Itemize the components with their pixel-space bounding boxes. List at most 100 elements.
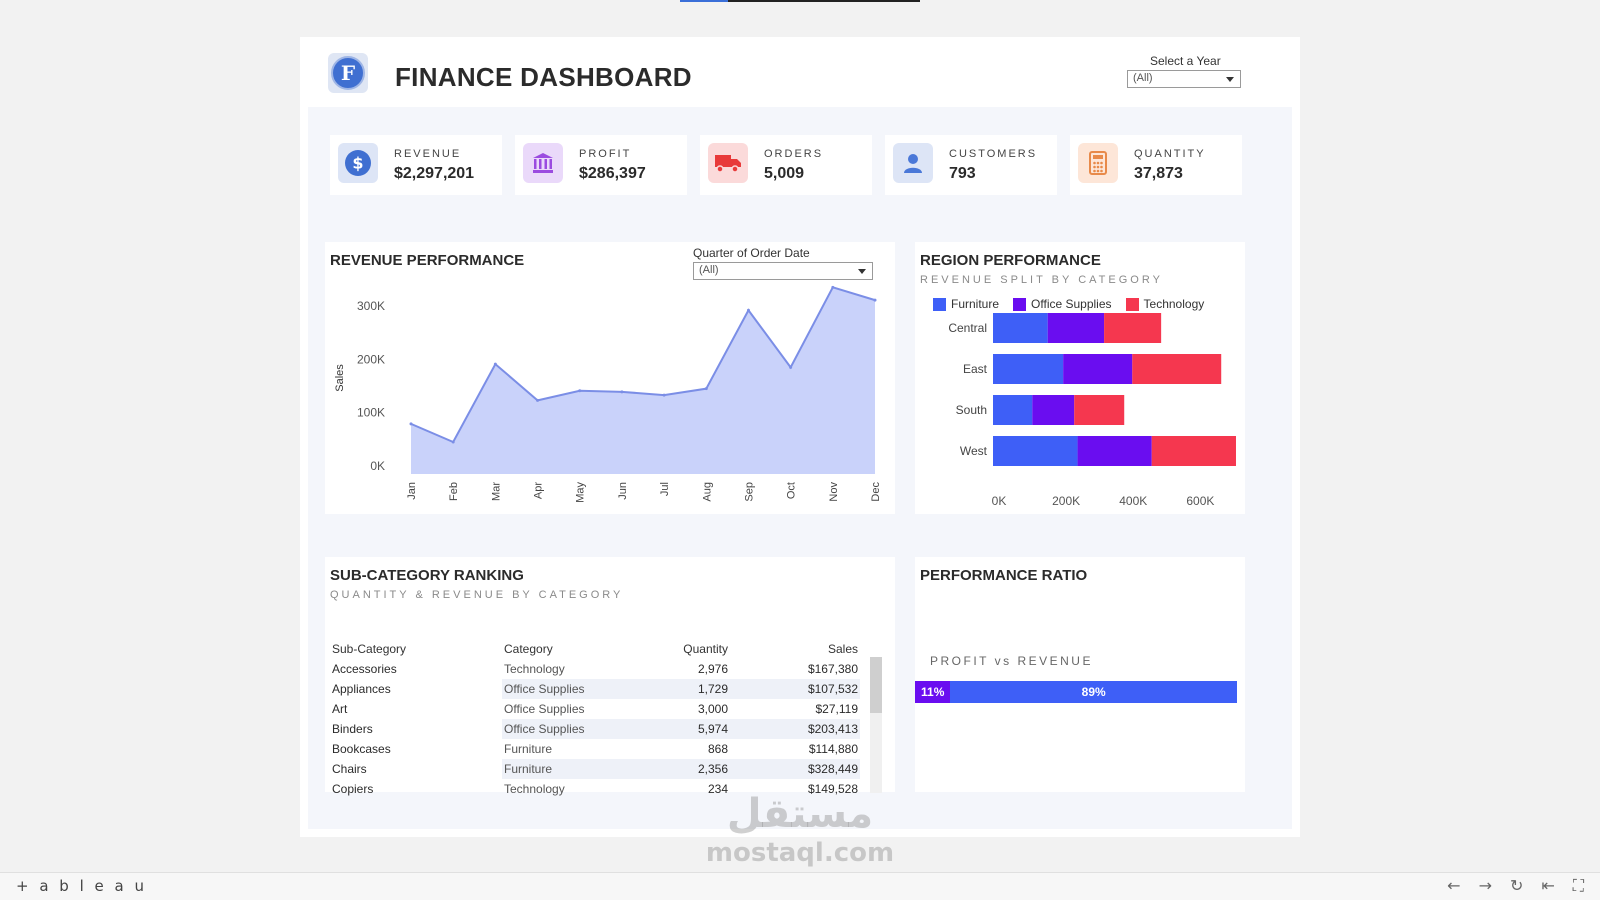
- legend-swatch: [933, 297, 946, 311]
- category-cell: Office Supplies: [504, 702, 585, 716]
- year-filter-label: Select a Year: [1150, 54, 1221, 68]
- year-filter-value: (All): [1133, 72, 1153, 84]
- quarter-filter-select[interactable]: (All): [693, 262, 873, 280]
- ratio-revenue-segment[interactable]: 89%: [950, 681, 1237, 703]
- bar-segment: [1104, 313, 1162, 343]
- quantity-cell: 2,976: [697, 662, 728, 676]
- table-row[interactable]: Appliances Office Supplies 1,729 $107,53…: [330, 679, 860, 699]
- ratio-label: PROFIT vs REVENUE: [930, 654, 1093, 668]
- x-tick-label: Oct: [786, 482, 798, 499]
- first-page-icon[interactable]: ⇤: [1541, 876, 1555, 895]
- table-row[interactable]: Binders Office Supplies 5,974 $203,413: [330, 719, 860, 739]
- tableau-logo[interactable]: + a b l e a u: [16, 877, 147, 895]
- table-row[interactable]: Chairs Furniture 2,356 $328,449: [330, 759, 860, 779]
- legend-label: Office Supplies: [1031, 297, 1112, 311]
- table-row[interactable]: Art Office Supplies 3,000 $27,119: [330, 699, 860, 719]
- x-tick-label: 600K: [1186, 494, 1214, 508]
- kpi-profit: PROFIT $286,397: [515, 135, 687, 195]
- kpi-value: 793: [949, 165, 976, 182]
- fullscreen-icon[interactable]: ⛶: [1572, 876, 1584, 895]
- redo-icon[interactable]: →: [1478, 876, 1492, 895]
- data-point: [789, 365, 793, 369]
- quantity-cell: 5,974: [612, 719, 730, 739]
- calculator-icon: [1078, 143, 1118, 183]
- y-tick-label: 0K: [370, 459, 385, 473]
- column-header[interactable]: Sales: [827, 642, 858, 656]
- sales-cell: $149,528: [807, 782, 858, 796]
- revenue-panel-title: REVENUE PERFORMANCE: [330, 252, 525, 269]
- y-axis-label: Sales: [334, 364, 346, 392]
- ratio-profit-segment[interactable]: 11%: [915, 681, 951, 703]
- legend-swatch: [1125, 297, 1139, 311]
- quarter-filter-value: (All): [699, 264, 719, 276]
- y-tick-label: 300K: [357, 299, 385, 313]
- undo-icon[interactable]: ←: [1447, 876, 1461, 895]
- user-icon: [893, 143, 933, 183]
- data-point: [409, 422, 413, 426]
- quantity-cell: 3,000: [697, 702, 728, 716]
- table-row[interactable]: Copiers Technology 234 $149,528: [330, 779, 860, 799]
- x-tick-label: 200K: [1052, 494, 1080, 508]
- legend-item[interactable]: Furniture: [933, 297, 999, 311]
- category-cell: Office Supplies: [502, 719, 612, 739]
- data-point: [873, 298, 877, 302]
- x-tick-label: Sep: [743, 482, 755, 502]
- bar-segment: [1077, 436, 1152, 466]
- bar-segment: [1063, 354, 1133, 384]
- region-label: Central: [948, 321, 987, 335]
- x-tick-label: Jul: [659, 482, 671, 496]
- svg-text:$: $: [352, 154, 363, 173]
- year-filter-select[interactable]: (All): [1127, 70, 1241, 88]
- column-header[interactable]: Quantity: [683, 642, 728, 656]
- sales-cell: $328,449: [730, 759, 860, 779]
- bar-segment: [993, 395, 1033, 425]
- ratio-panel-title: PERFORMANCE RATIO: [920, 567, 1088, 584]
- bar-segment: [1132, 354, 1222, 384]
- ratio-panel: PERFORMANCE RATIO PROFIT vs REVENUE 11% …: [915, 557, 1245, 792]
- legend-label: Furniture: [951, 297, 1000, 311]
- kpi-value: $286,397: [579, 165, 646, 182]
- legend-swatch: [1013, 297, 1027, 311]
- data-point: [578, 389, 582, 393]
- table-header-row: Sub-Category Category Quantity Sales: [330, 639, 860, 659]
- top-strip-accent: [680, 0, 728, 2]
- table-row[interactable]: Accessories Technology 2,976 $167,380: [330, 659, 860, 679]
- region-label: West: [960, 444, 988, 458]
- x-tick-label: Dec: [870, 482, 882, 502]
- y-tick-label: 100K: [357, 406, 385, 420]
- column-header[interactable]: Sub-Category: [332, 642, 407, 656]
- footer-nav: ← → ↻ ⇤ ⛶: [1447, 876, 1584, 896]
- x-tick-label: Aug: [701, 482, 713, 502]
- region-label: South: [956, 403, 987, 417]
- subcategory-table: Sub-Category Category Quantity Sales Acc…: [330, 639, 860, 799]
- dashboard-logo: F: [328, 53, 368, 93]
- table-scrollbar[interactable]: [870, 657, 882, 793]
- sales-cell: $27,119: [815, 702, 859, 716]
- revert-icon[interactable]: ↻: [1509, 876, 1524, 895]
- kpi-label: ORDERS: [764, 148, 824, 160]
- y-tick-label: 200K: [357, 352, 385, 366]
- kpi-value: 37,873: [1134, 165, 1183, 182]
- subcategory-cell: Accessories: [332, 662, 397, 676]
- region-legend: Furniture Office Supplies Technology: [933, 297, 1204, 311]
- data-point: [831, 285, 835, 289]
- truck-icon: [708, 143, 748, 183]
- revenue-panel: REVENUE PERFORMANCE Quarter of Order Dat…: [325, 242, 895, 514]
- x-tick-label: 400K: [1119, 494, 1147, 508]
- scrollbar-thumb[interactable]: [870, 657, 882, 713]
- legend-item[interactable]: Office Supplies: [1013, 297, 1112, 311]
- category-cell: Technology: [504, 782, 565, 796]
- kpi-orders: ORDERS 5,009: [700, 135, 872, 195]
- region-panel: REGION PERFORMANCE REVENUE SPLIT BY CATE…: [915, 242, 1245, 514]
- dashboard: F FINANCE DASHBOARD Select a Year (All) …: [300, 37, 1300, 837]
- column-header[interactable]: Category: [504, 642, 553, 656]
- legend-item[interactable]: Technology: [1125, 297, 1204, 311]
- region-panel-title: REGION PERFORMANCE: [920, 252, 1101, 269]
- sales-cell: $203,413: [730, 719, 860, 739]
- quantity-cell: 868: [707, 742, 728, 756]
- subcategory-panel-title: SUB-CATEGORY RANKING: [330, 567, 524, 584]
- table-row[interactable]: Bookcases Furniture 868 $114,880: [330, 739, 860, 759]
- bar-segment: [1074, 395, 1125, 425]
- sales-cell: $167,380: [807, 662, 858, 676]
- x-tick-label: May: [575, 482, 587, 503]
